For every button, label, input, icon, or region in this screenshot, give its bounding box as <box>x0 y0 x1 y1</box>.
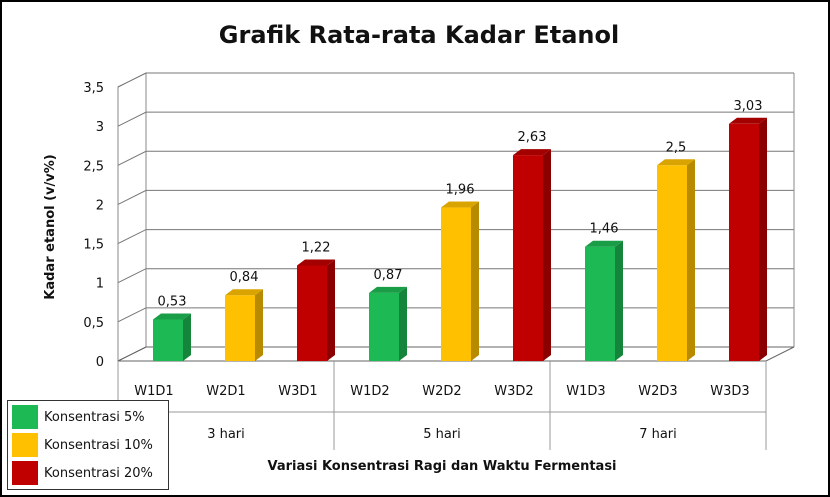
gridline <box>117 229 794 245</box>
side-wall <box>117 72 147 362</box>
legend-label: Konsentrasi 10% <box>44 437 153 453</box>
bar-W1D3 <box>585 240 623 361</box>
legend-swatch-green <box>12 405 38 429</box>
x-tick-label: W2D2 <box>422 384 461 399</box>
legend-swatch-yellow <box>12 433 38 457</box>
data-label: 2,5 <box>666 140 687 155</box>
legend: Konsentrasi 5% Konsentrasi 10% Konsentra… <box>7 400 169 490</box>
data-label: 2,63 <box>518 130 547 145</box>
x-tick-label: W2D3 <box>638 384 677 399</box>
data-label: 3,03 <box>734 99 763 114</box>
data-label: 1,96 <box>446 183 475 198</box>
bar-W2D1 <box>225 289 263 361</box>
bar-side <box>543 149 551 361</box>
data-label: 1,46 <box>590 222 619 237</box>
data-label: 1,22 <box>302 240 331 255</box>
bar-side <box>183 313 191 361</box>
bar-front <box>657 165 687 361</box>
y-tick-label: 0,5 <box>83 316 104 331</box>
bar-front <box>369 292 399 361</box>
legend-item-5: Konsentrasi 5% <box>12 405 145 429</box>
x-tick-label: W3D2 <box>494 384 533 399</box>
bar-top <box>513 149 551 156</box>
x-axis-label: Variasi Konsentrasi Ragi dan Waktu Ferme… <box>267 459 616 474</box>
bar-W2D2 <box>441 201 479 361</box>
gridline <box>117 111 794 127</box>
gridline <box>117 72 794 88</box>
data-label: 0,84 <box>230 270 259 285</box>
bar-W1D1 <box>153 313 191 361</box>
gridline <box>117 189 794 205</box>
bar-top <box>225 289 263 296</box>
x-tick-label: W1D3 <box>566 384 605 399</box>
group-label: 3 hari <box>207 427 245 442</box>
gridline <box>117 307 794 323</box>
y-tick-label: 3,5 <box>83 81 104 96</box>
data-label: 0,87 <box>374 268 403 283</box>
y-tick-label: 1,5 <box>83 238 104 253</box>
gridline <box>117 150 794 166</box>
bar-side <box>399 286 407 361</box>
bar-top <box>585 240 623 247</box>
bar-W3D2 <box>513 149 551 361</box>
legend-label: Konsentrasi 20% <box>44 465 153 481</box>
bar-front <box>153 319 183 361</box>
legend-item-10: Konsentrasi 10% <box>12 433 153 457</box>
x-tick-label: W2D1 <box>206 384 245 399</box>
bar-W2D3 <box>657 159 695 361</box>
bar-top <box>153 313 191 320</box>
group-label: 5 hari <box>423 427 461 442</box>
bar-side <box>687 159 695 361</box>
x-tick-label: W1D1 <box>134 384 173 399</box>
bar-front <box>729 123 759 362</box>
x-tick-label: W3D3 <box>710 384 749 399</box>
y-tick-label: 1 <box>96 277 104 292</box>
group-label: 7 hari <box>639 427 677 442</box>
bar-top <box>729 117 767 124</box>
bar-front <box>585 246 615 361</box>
bar-side <box>255 289 263 361</box>
bar-side <box>615 240 623 361</box>
x-tick-label: W3D1 <box>278 384 317 399</box>
y-tick-label: 2 <box>96 198 104 213</box>
bar-top <box>657 159 695 166</box>
legend-swatch-red <box>12 461 38 485</box>
bar-side <box>327 259 335 361</box>
data-label: 0,53 <box>158 295 187 310</box>
bar-side <box>471 201 479 361</box>
bar-front <box>297 265 327 361</box>
bar-front <box>513 155 543 361</box>
bar-side <box>759 117 767 362</box>
x-tick-label: W1D2 <box>350 384 389 399</box>
bar-top <box>369 286 407 293</box>
bar-W3D3 <box>729 117 767 362</box>
bar-W3D1 <box>297 259 335 361</box>
y-tick-label: 3 <box>96 120 104 135</box>
bar-top <box>441 201 479 208</box>
bar-front <box>441 207 471 361</box>
chart-title: Grafik Rata-rata Kadar Etanol <box>219 21 619 49</box>
bar-front <box>225 295 255 361</box>
y-tick-label: 0 <box>96 355 104 370</box>
gridline <box>117 268 794 284</box>
y-axis-label: Kadar etanol (v/v%) <box>43 154 58 299</box>
legend-label: Konsentrasi 5% <box>44 409 145 425</box>
bar-W1D2 <box>369 286 407 361</box>
bar-top <box>297 259 335 266</box>
legend-item-20: Konsentrasi 20% <box>12 461 153 485</box>
y-tick-label: 2,5 <box>83 159 104 174</box>
